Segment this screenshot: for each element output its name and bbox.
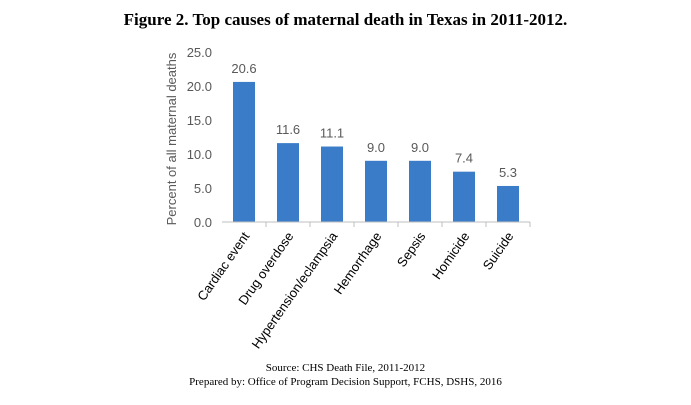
y-tick-label: 0.0: [194, 215, 212, 230]
x-tick-label: Hypertension/eclampsia: [249, 228, 341, 351]
data-label: 11.6: [276, 122, 300, 137]
y-tick-label: 10.0: [187, 147, 212, 162]
prepared-by-note: Prepared by: Office of Program Decision …: [189, 376, 502, 388]
x-tick-label: Suicide: [480, 229, 517, 273]
data-labels: 20.6 11.6 11.1 9.0 9.0 7.4 5.3: [231, 61, 517, 180]
data-label: 9.0: [367, 140, 385, 155]
y-axis: 0.0 5.0 10.0 15.0 20.0 25.0: [187, 45, 212, 230]
y-tick-label: 5.0: [194, 181, 212, 196]
data-label: 9.0: [411, 140, 429, 155]
bar: [497, 185, 519, 222]
data-label: 11.1: [320, 126, 344, 141]
y-tick-label: 15.0: [187, 113, 212, 128]
bars: [233, 81, 519, 222]
bar: [277, 143, 299, 222]
data-label: 5.3: [499, 165, 517, 180]
y-axis-label: Percent of all maternal deaths: [164, 52, 179, 225]
y-tick-label: 20.0: [187, 79, 212, 94]
data-label: 7.4: [455, 151, 473, 166]
bar: [453, 171, 475, 222]
y-tick-label: 25.0: [187, 45, 212, 60]
x-tick-label: Homicide: [429, 229, 472, 282]
chart-title: Figure 2. Top causes of maternal death i…: [123, 10, 568, 29]
bar: [409, 160, 431, 222]
source-note: Source: CHS Death File, 2011-2012: [265, 362, 426, 374]
bar: [365, 160, 387, 222]
x-tick-label: Sepsis: [394, 229, 429, 270]
bar: [233, 81, 255, 222]
bar: [321, 146, 343, 222]
data-label: 20.6: [231, 61, 256, 76]
